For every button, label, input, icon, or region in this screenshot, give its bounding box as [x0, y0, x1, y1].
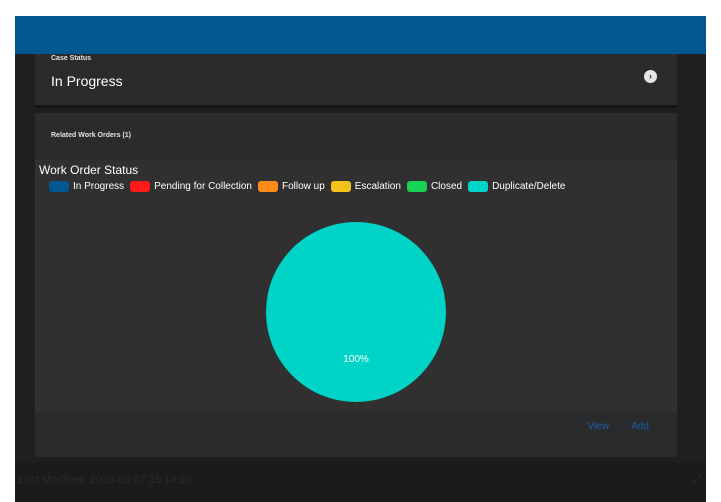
legend-item[interactable]: Pending for Collection: [130, 181, 252, 192]
legend-label: Escalation: [354, 181, 401, 192]
legend-swatch: [130, 181, 151, 192]
pie-slice[interactable]: [266, 222, 446, 402]
case-status-value: In Progress: [51, 73, 123, 89]
legend-swatch: [406, 181, 427, 192]
expand-icon[interactable]: ⤢: [692, 472, 702, 486]
legend-swatch: [257, 181, 278, 192]
legend-swatch: [49, 181, 69, 192]
case-status-card[interactable]: Case Status In Progress ›: [35, 54, 677, 108]
app-screen: Case Status In Progress › Related Work O…: [15, 16, 706, 502]
legend-label: Pending for Collection: [154, 181, 252, 192]
chevron-right-circle-icon[interactable]: ›: [644, 70, 657, 83]
legend-label: Follow up: [281, 181, 325, 192]
last-modified-text: Last Modified: 2023-03-27 15:14:10: [18, 474, 192, 486]
add-link[interactable]: Add: [631, 421, 649, 432]
legend-label: In Progress: [73, 181, 125, 192]
related-work-orders-header: Related Work Orders (1): [51, 132, 132, 139]
legend-label: Duplicate/Delete: [492, 181, 566, 192]
legend-item[interactable]: Closed: [406, 181, 463, 192]
legend-swatch: [468, 181, 489, 192]
legend-item[interactable]: In Progress: [49, 181, 124, 192]
related-work-orders-card: Related Work Orders (1) Work Order Statu…: [35, 113, 677, 457]
legend-swatch: [330, 181, 351, 192]
pie-data-label: 100%: [343, 354, 369, 365]
work-order-status-chart: Work Order Status In Progress Pending for…: [35, 160, 677, 411]
card-footer: View Add: [35, 411, 677, 457]
view-link[interactable]: View: [587, 421, 610, 432]
legend-item[interactable]: Escalation: [330, 181, 401, 192]
top-bar: [15, 16, 706, 54]
legend-item[interactable]: Follow up: [257, 181, 325, 192]
chart-legend: In Progress Pending for Collection Follow …: [49, 181, 571, 192]
legend-item[interactable]: Duplicate/Delete: [468, 181, 565, 192]
bottom-bar: Last Modified: 2023-03-27 15:14:10 ⤢: [15, 462, 706, 502]
case-status-label: Case Status: [51, 55, 92, 62]
chart-title: Work Order Status: [39, 163, 139, 177]
legend-label: Closed: [430, 181, 463, 192]
pie-chart: 100%: [266, 222, 446, 402]
